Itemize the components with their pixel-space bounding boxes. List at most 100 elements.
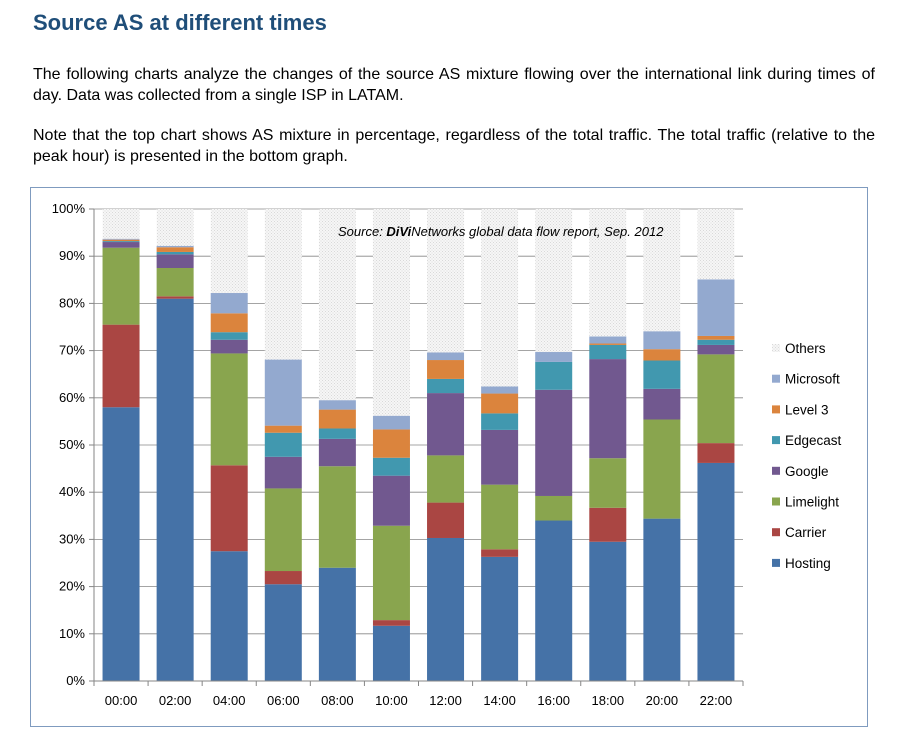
bar-segment-hosting xyxy=(318,567,356,681)
bar-segment-carrier xyxy=(589,507,627,542)
x-tick-label: 02:00 xyxy=(159,693,192,708)
legend-swatch xyxy=(772,436,780,445)
bar-segment-edgecast xyxy=(102,241,140,243)
source-annotation: Source: DiViNetworks global data flow re… xyxy=(338,224,664,239)
bar-segment-limelight xyxy=(427,455,465,503)
bar-segment-microsoft xyxy=(427,352,465,361)
bar-segment-carrier xyxy=(697,443,735,463)
bar-segment-limelight xyxy=(535,495,573,521)
bar-segment-level-3 xyxy=(481,393,519,414)
y-tick-label: 60% xyxy=(59,390,85,405)
bar-segment-others xyxy=(372,209,410,416)
bar-segment-google xyxy=(535,389,573,496)
legend-swatch xyxy=(772,558,780,567)
bar-segment-limelight xyxy=(643,419,681,519)
bar-segment-microsoft xyxy=(210,293,248,314)
y-tick-label: 90% xyxy=(59,248,85,263)
bar-segment-hosting xyxy=(643,518,681,681)
legend-swatch xyxy=(772,374,780,383)
bar-segment-edgecast xyxy=(427,378,465,394)
bar-segment-microsoft xyxy=(481,386,519,394)
legend-swatch xyxy=(772,344,780,352)
bars xyxy=(102,209,735,681)
bar-segment-edgecast xyxy=(535,361,573,390)
bar-segment-google xyxy=(481,429,519,485)
x-tick-label: 14:00 xyxy=(483,693,516,708)
note-paragraph: Note that the top chart shows AS mixture… xyxy=(33,127,875,165)
legend-label: Carrier xyxy=(785,525,827,540)
bar-segment-limelight xyxy=(156,268,194,297)
x-tick-label: 00:00 xyxy=(105,693,138,708)
bar-segment-edgecast xyxy=(697,339,735,345)
bar-segment-edgecast xyxy=(481,413,519,430)
legend-label: Hosting xyxy=(785,556,831,571)
bar-segment-others xyxy=(264,209,302,360)
bar-segment-google xyxy=(589,359,627,459)
bar-segment-edgecast xyxy=(318,428,356,439)
bar-segment-hosting xyxy=(156,298,194,681)
bar-segment-others xyxy=(210,209,248,294)
x-tick-label: 10:00 xyxy=(375,693,408,708)
bar-segment-hosting xyxy=(481,556,519,681)
bar-segment-level-3 xyxy=(697,335,735,340)
bar-segment-edgecast xyxy=(372,457,410,476)
bar-segment-hosting xyxy=(427,537,465,681)
legend-swatch xyxy=(772,405,780,414)
bar-segment-others xyxy=(156,209,194,246)
y-tick-label: 30% xyxy=(59,531,85,546)
bar-segment-level-3 xyxy=(318,409,356,429)
legend-label: Microsoft xyxy=(785,372,840,387)
x-tick-label: 20:00 xyxy=(646,693,679,708)
bar-segment-microsoft xyxy=(535,352,573,362)
legend-label: Others xyxy=(785,341,826,356)
bar-segment-hosting xyxy=(697,462,735,681)
legend-label: Edgecast xyxy=(785,433,842,448)
bar-segment-microsoft xyxy=(372,415,410,430)
bar-segment-others xyxy=(643,209,681,332)
bar-segment-limelight xyxy=(372,525,410,621)
bar-segment-microsoft xyxy=(589,336,627,344)
y-tick-label: 70% xyxy=(59,343,85,358)
bar-segment-hosting xyxy=(264,584,302,681)
x-tick-label: 18:00 xyxy=(592,693,625,708)
bar-segment-google xyxy=(643,388,681,420)
bar-segment-level-3 xyxy=(210,313,248,333)
legend-label: Google xyxy=(785,464,829,479)
y-tick-label: 80% xyxy=(59,295,85,310)
legend-label: Limelight xyxy=(785,495,839,510)
bar-segment-edgecast xyxy=(589,344,627,360)
bar-segment-google xyxy=(372,475,410,526)
bar-segment-limelight xyxy=(210,353,248,466)
bar-segment-google xyxy=(210,339,248,354)
bar-segment-others xyxy=(481,209,519,387)
bar-segment-carrier xyxy=(264,571,302,585)
bar-segment-others xyxy=(589,209,627,337)
bar-segment-limelight xyxy=(102,247,140,325)
bar-segment-microsoft xyxy=(697,279,735,336)
legend-swatch xyxy=(772,497,780,506)
y-tick-label: 0% xyxy=(66,673,85,688)
bar-segment-carrier xyxy=(427,502,465,538)
x-tick-label: 04:00 xyxy=(213,693,246,708)
bar-segment-others xyxy=(427,209,465,353)
chart-frame: 0% 10% 20% 30% 40% 50% 60% 70% 80% 90% 100% 00:00 02… xyxy=(30,187,868,727)
x-tick-label: 22:00 xyxy=(700,693,733,708)
bar-segment-microsoft xyxy=(264,359,302,426)
bar-segment-google xyxy=(264,456,302,489)
bar-segment-carrier xyxy=(372,620,410,626)
bar-segment-level-3 xyxy=(102,239,140,242)
legend: Others Microsoft Level 3 Edgecast Google Lime… xyxy=(772,341,842,571)
bar-segment-microsoft xyxy=(643,331,681,350)
bar-segment-microsoft xyxy=(318,400,356,410)
x-tick-label: 16:00 xyxy=(537,693,570,708)
bar-segment-google xyxy=(427,393,465,456)
bar-segment-limelight xyxy=(481,484,519,550)
bar-segment-carrier xyxy=(210,465,248,552)
bar-segment-edgecast xyxy=(643,360,681,389)
legend-label: Level 3 xyxy=(785,402,829,417)
bar-segment-level-3 xyxy=(264,425,302,433)
y-tick-label: 100% xyxy=(52,201,86,216)
y-tick-label: 50% xyxy=(59,437,85,452)
bar-segment-others xyxy=(535,209,573,353)
bar-segment-carrier xyxy=(481,549,519,557)
